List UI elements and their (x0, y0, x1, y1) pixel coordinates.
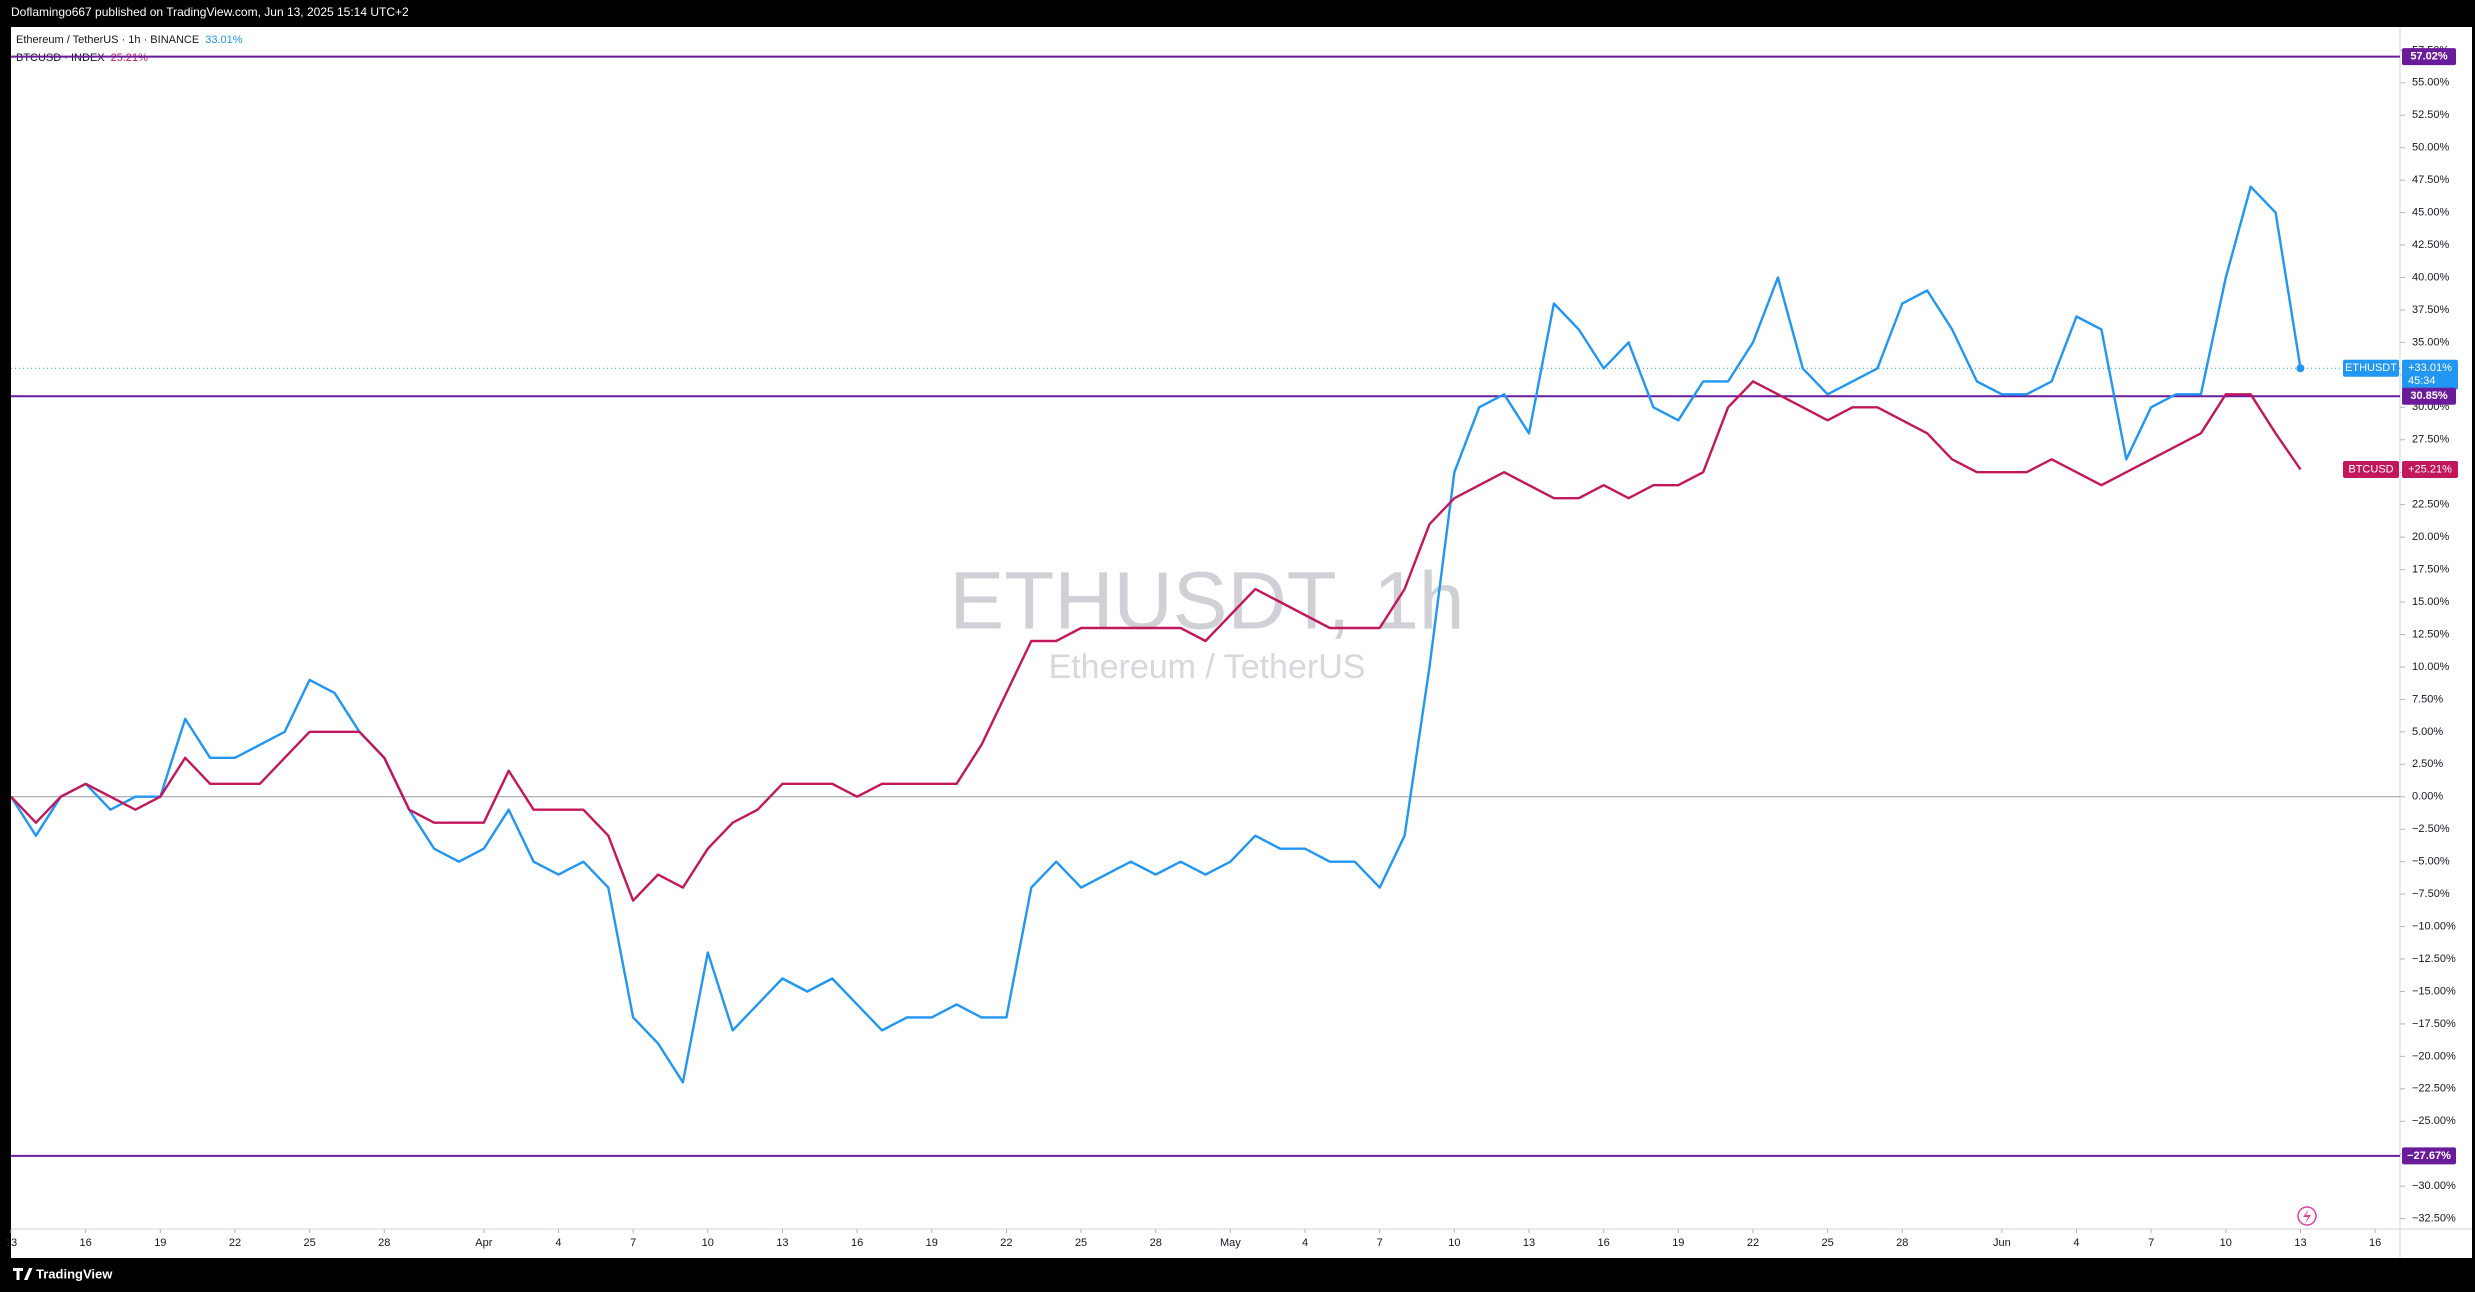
x-tick-label: 7 (630, 1237, 636, 1249)
legend-entry: BTCUSD · INDEX 25.21% (16, 52, 148, 64)
y-tick-label: 47.50% (2412, 174, 2450, 186)
y-tick-label: −32.50% (2412, 1213, 2456, 1225)
x-tick-label: 7 (1377, 1237, 1383, 1249)
y-tick-label: −30.00% (2412, 1180, 2456, 1192)
x-tick-label: 7 (2148, 1237, 2154, 1249)
x-tick-label: 25 (1822, 1237, 1834, 1249)
y-tick-label: 40.00% (2412, 271, 2450, 283)
series-line (11, 380, 2302, 902)
x-tick-label: 28 (378, 1237, 390, 1249)
x-tick-label: Jun (1993, 1237, 2011, 1249)
x-tick-label: 28 (1896, 1237, 1908, 1249)
y-tick-label: −20.00% (2412, 1050, 2456, 1062)
x-tick-label: 4 (1302, 1237, 1308, 1249)
x-tick-label: 16 (80, 1237, 92, 1249)
y-tick-label: −25.00% (2412, 1115, 2456, 1127)
x-tick-label: 16 (1598, 1237, 1610, 1249)
x-tick-label: 10 (1448, 1237, 1460, 1249)
series-name-tag (2343, 359, 2399, 377)
price-tag-label: +25.21% (2408, 463, 2452, 475)
x-tick-label: 13 (2294, 1237, 2306, 1249)
x-tick-label: 22 (229, 1237, 241, 1249)
x-tick-label: 13 (1523, 1237, 1535, 1249)
price-tag (2402, 359, 2458, 390)
y-tick-label: 7.50% (2412, 693, 2443, 705)
y-tick-label: 12.50% (2412, 628, 2450, 640)
countdown-label: 45:34 (2408, 375, 2436, 387)
horizontal-line-tag (2402, 48, 2456, 66)
y-tick-label: 10.00% (2412, 661, 2450, 673)
x-tick-label: 10 (2220, 1237, 2232, 1249)
series-name-label: ETHUSDT (2345, 362, 2397, 374)
y-tick-label: 27.50% (2412, 434, 2450, 446)
y-tick-label: 37.50% (2412, 304, 2450, 316)
x-tick-label: 16 (2369, 1237, 2381, 1249)
y-tick-label: −15.00% (2412, 985, 2456, 997)
watermark: ETHUSDT, 1h (950, 556, 1465, 647)
x-tick-label: 28 (1150, 1237, 1162, 1249)
x-tick-label: 10 (702, 1237, 714, 1249)
legend-value: 33.01% (205, 34, 243, 46)
legend-entry: Ethereum / TetherUS · 1h · BINANCE 33.01% (16, 34, 243, 46)
x-tick-label: 13 (776, 1237, 788, 1249)
watermark-subtitle: Ethereum / TetherUS (1049, 648, 1366, 686)
price-tag-label: +33.01% (2408, 362, 2452, 374)
x-tick-label: May (1220, 1237, 1241, 1249)
y-tick-label: 5.00% (2412, 726, 2443, 738)
lightning-icon[interactable] (2297, 1206, 2317, 1226)
series-name-tag (2343, 461, 2399, 479)
footer-logo (13, 1268, 33, 1280)
icon-bolt[interactable] (2303, 1209, 2311, 1224)
y-tick-label: −7.50% (2412, 888, 2450, 900)
footer-brand: TradingView (36, 1266, 113, 1281)
x-tick-label: 19 (1672, 1237, 1684, 1249)
y-tick-label: 20.00% (2412, 531, 2450, 543)
legend-label: Ethereum / TetherUS · 1h · BINANCE (16, 34, 199, 46)
y-tick-label: 50.00% (2412, 142, 2450, 154)
x-tick-label: 13 (5, 1237, 17, 1249)
x-tick-label: 19 (926, 1237, 938, 1249)
chart-area (11, 27, 2472, 1258)
y-tick-label: 0.00% (2412, 791, 2443, 803)
x-tick-label: 22 (1747, 1237, 1759, 1249)
horizontal-line-tag (2402, 387, 2456, 405)
price-tag (2402, 461, 2458, 479)
y-tick-label: 35.00% (2412, 336, 2450, 348)
horizontal-line-label: 30.85% (2410, 390, 2448, 402)
x-tick-label: Apr (475, 1237, 492, 1249)
x-tick-label: 25 (304, 1237, 316, 1249)
x-tick-label: 25 (1075, 1237, 1087, 1249)
y-tick-label: 52.50% (2412, 109, 2450, 121)
y-tick-label: −5.00% (2412, 856, 2450, 868)
y-tick-label: 55.00% (2412, 77, 2450, 89)
horizontal-line-label: 57.02% (2410, 51, 2448, 63)
y-tick-label: 42.50% (2412, 239, 2450, 251)
series-name-label: BTCUSD (2348, 463, 2393, 475)
publish-header: Doflamingo667 published on TradingView.c… (11, 5, 409, 19)
legend-label: BTCUSD · INDEX (16, 52, 105, 64)
y-tick-label: 22.50% (2412, 499, 2450, 511)
x-tick-label: 4 (555, 1237, 561, 1249)
y-tick-label: −22.50% (2412, 1083, 2456, 1095)
icon-circle[interactable] (2297, 1206, 2317, 1226)
y-tick-label: 2.50% (2412, 758, 2443, 770)
y-tick-label: −2.50% (2412, 823, 2450, 835)
legend-value: 25.21% (111, 52, 149, 64)
horizontal-line-tag (2402, 1147, 2456, 1165)
y-tick-label: 15.00% (2412, 596, 2450, 608)
horizontal-line-label: −27.67% (2407, 1150, 2451, 1162)
last-point (2296, 364, 2305, 373)
y-tick-label: 17.50% (2412, 563, 2450, 575)
x-tick-label: 4 (2073, 1237, 2079, 1249)
y-tick-label: −12.50% (2412, 953, 2456, 965)
y-tick-label: −10.00% (2412, 920, 2456, 932)
x-tick-label: 22 (1000, 1237, 1012, 1249)
y-tick-label: −17.50% (2412, 1018, 2456, 1030)
x-tick-label: 16 (851, 1237, 863, 1249)
y-tick-label: 45.00% (2412, 207, 2450, 219)
x-tick-label: 19 (154, 1237, 166, 1249)
